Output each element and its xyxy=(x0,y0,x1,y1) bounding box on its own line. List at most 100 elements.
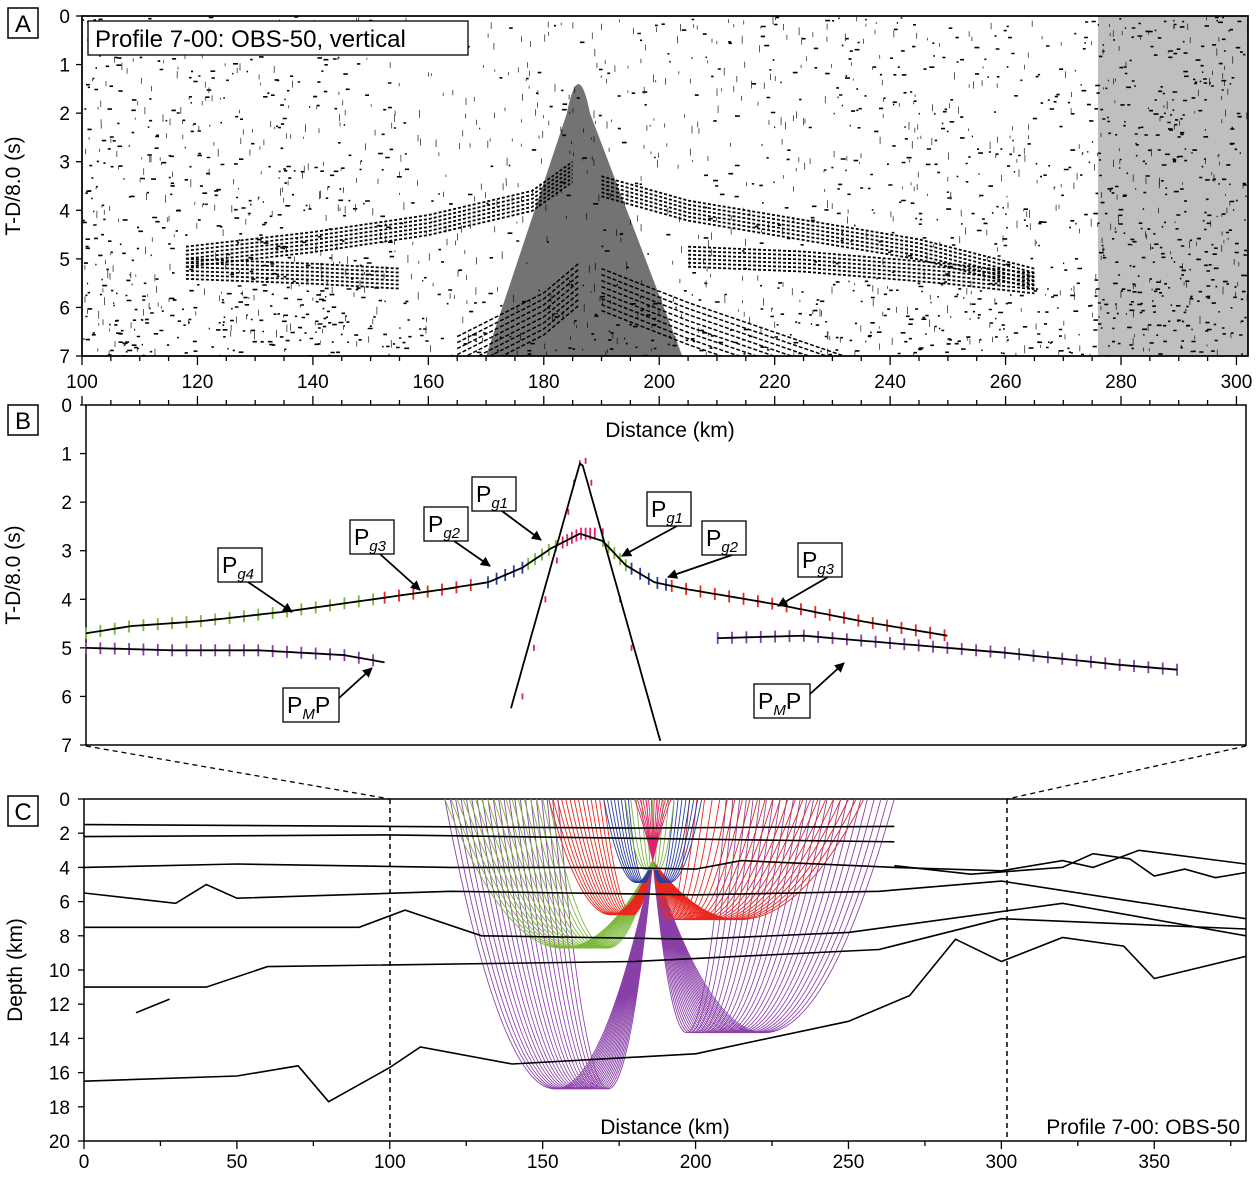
layer-boundary xyxy=(84,902,1246,941)
panel-a-y-tick-label: 7 xyxy=(59,347,70,368)
layer-boundary xyxy=(84,823,895,829)
pg3-rays-left xyxy=(548,799,654,916)
phase-label: Pg3 xyxy=(777,542,843,607)
layer-boundary xyxy=(84,936,1246,1103)
calculated-travel-times xyxy=(85,462,1178,742)
zoom-connector-right xyxy=(1006,745,1247,800)
panel-a-x-tick-label: 180 xyxy=(528,372,560,393)
phase-arrow xyxy=(621,525,678,557)
ray-paths xyxy=(444,799,895,1090)
panel-b: 0 1 2 3 4 5 6 7 Distance (km) T-D/8.0 (s) Pg4 Pg… xyxy=(2,396,1247,757)
panel-c-label: C xyxy=(14,799,31,826)
panel-b-label-box xyxy=(7,404,39,436)
pg2-rays-right xyxy=(652,799,703,883)
panel-a-x-tick-label: 160 xyxy=(412,372,444,393)
phase-arrow xyxy=(809,662,845,695)
panel-a-x-tick-label: 100 xyxy=(66,372,98,393)
panel-c-y-tick-label: 20 xyxy=(49,1132,70,1153)
panel-c-y-tick-label: 0 xyxy=(59,790,70,811)
panel-c-label-box xyxy=(7,795,39,827)
panel-c-y-tick-label: 18 xyxy=(49,1098,70,1119)
panel-a-title: Profile 7-00: OBS-50, vertical xyxy=(95,26,406,53)
panel-c-x-tick-label: 150 xyxy=(527,1152,559,1173)
phase-label: PMP xyxy=(753,662,845,719)
panel-c-ylabel: Depth (km) xyxy=(4,918,27,1022)
phase-arrow xyxy=(379,553,421,591)
direct-rays xyxy=(633,799,672,861)
panel-a-label: A xyxy=(15,11,31,38)
phase-label: Pg1 xyxy=(471,476,542,541)
layer-boundary xyxy=(84,834,895,843)
panel-c-xlabel: Distance (km) xyxy=(600,1116,730,1139)
panel-a-label-box xyxy=(7,7,39,39)
panel-a-y-tick-label: 4 xyxy=(59,201,70,222)
panel-c-x-tick-label: 350 xyxy=(1138,1152,1170,1173)
panel-a-y-tick-label: 0 xyxy=(59,7,70,28)
panel-a-x-ticks: 100 120 140 160 180 200 220 240 260 280 300 xyxy=(66,356,1252,405)
panel-b-y-tick-label: 5 xyxy=(61,639,72,660)
layer-boundary xyxy=(84,880,1246,920)
panel-b-y-tick-label: 4 xyxy=(61,590,72,611)
panel-a-x-tick-label: 300 xyxy=(1221,372,1253,393)
pg3-rays-right xyxy=(652,799,865,921)
panel-a-x-tick-label: 220 xyxy=(759,372,791,393)
panel-a-y-tick-label: 5 xyxy=(59,250,70,271)
phase-arrow xyxy=(667,554,733,579)
pg-calc-left xyxy=(85,532,581,635)
panel-b-label: B xyxy=(15,408,31,435)
phase-label: PMP xyxy=(282,667,373,723)
phase-arrow xyxy=(247,581,293,613)
layer-boundary xyxy=(84,849,1246,872)
panel-b-ylabel: T-D/8.0 (s) xyxy=(2,525,25,624)
phase-label: Pg3 xyxy=(349,519,421,591)
panel-c-x-tick-label: 300 xyxy=(986,1152,1018,1173)
panel-a-x-tick-label: 120 xyxy=(182,372,214,393)
panel-a: 0 1 2 3 4 5 6 7 100 120 140 160 180 200 220 240 260 280 3… xyxy=(2,7,1252,405)
panel-c-y-tick-label: 14 xyxy=(49,1029,71,1050)
zoom-connector-left xyxy=(85,745,391,800)
panel-b-y-tick-label: 6 xyxy=(61,687,72,708)
panel-b-y-tick-label: 1 xyxy=(61,445,72,466)
svg-text:PMP: PMP xyxy=(758,688,801,719)
panel-a-y-ticks: 0 1 2 3 4 5 6 7 xyxy=(59,7,82,368)
panel-c-y-tick-label: 2 xyxy=(59,824,70,845)
panel-c-y-tick-label: 10 xyxy=(49,961,70,982)
model-layer-boundaries xyxy=(84,823,1246,1103)
panel-c-x-ticks: 0 50 100 150 200 250 300 350 xyxy=(79,1141,1232,1173)
pg4-rays xyxy=(444,799,654,949)
pg1-rays xyxy=(624,799,675,871)
panel-b-y-ticks: 0 1 2 3 4 5 6 7 xyxy=(61,396,86,757)
panel-c-y-tick-label: 12 xyxy=(49,995,70,1016)
panel-a-ylabel: T-D/8.0 (s) xyxy=(2,136,25,235)
phase-label: Pg4 xyxy=(217,547,293,613)
panel-c-y-tick-label: 16 xyxy=(49,1064,70,1085)
panel-c-y-tick-label: 8 xyxy=(59,927,70,948)
pmp-rays-right xyxy=(652,799,895,1034)
panel-c-x-tick-label: 200 xyxy=(680,1152,712,1173)
panel-c-caption: Profile 7-00: OBS-50 xyxy=(1046,1116,1240,1139)
pg2-rays-left xyxy=(603,799,654,883)
panel-a-x-tick-label: 260 xyxy=(990,372,1022,393)
phase-label: Pg1 xyxy=(621,491,692,557)
panel-b-frame xyxy=(85,404,1247,746)
panel-a-x-tick-label: 280 xyxy=(1105,372,1137,393)
panel-c-y-tick-label: 4 xyxy=(59,858,70,879)
panel-a-x-tick-label: 240 xyxy=(874,372,906,393)
layer-boundary xyxy=(135,998,170,1014)
panel-c-x-tick-label: 0 xyxy=(79,1152,90,1173)
phase-label: Pg2 xyxy=(667,520,747,579)
panel-a-y-tick-label: 6 xyxy=(59,298,70,319)
panel-b-y-tick-label: 2 xyxy=(61,493,72,514)
panel-a-y-tick-label: 2 xyxy=(59,104,70,125)
phase-arrow xyxy=(777,576,829,607)
pg-calc-right xyxy=(579,532,948,637)
phase-arrow xyxy=(338,667,373,699)
panel-a-y-tick-label: 1 xyxy=(59,56,70,77)
panel-a-y-tick-label: 3 xyxy=(59,153,70,174)
pmp-calc-right xyxy=(717,634,1178,671)
panel-c-x-tick-label: 100 xyxy=(374,1152,406,1173)
panel-c-y-ticks: 0 2 4 6 8 10 12 14 16 18 20 xyxy=(49,790,84,1153)
pmp-calc-left xyxy=(85,647,385,664)
